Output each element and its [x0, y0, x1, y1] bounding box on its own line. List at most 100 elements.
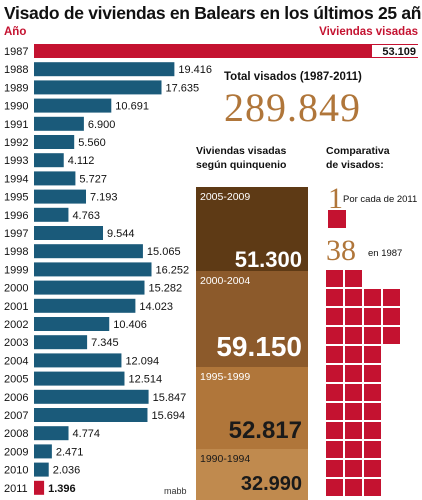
square-1987 [364, 479, 381, 496]
page-title: Visado de viviendas en Balears en los úl… [4, 3, 422, 23]
square-1987 [364, 403, 381, 420]
bar-1992 [34, 135, 75, 149]
year-label: 1992 [4, 137, 28, 149]
square-1987 [345, 441, 362, 458]
year-label: 1994 [4, 173, 28, 185]
value-label: 12.094 [125, 355, 159, 367]
quinquenio-block-2005: 2005-2009 51.300 [196, 187, 308, 277]
bar-2005 [34, 371, 125, 386]
square-1987 [326, 441, 343, 458]
square-1987 [345, 327, 362, 344]
year-label: 2009 [4, 446, 28, 458]
year-label: 1987 [4, 46, 28, 58]
value-label: 15.694 [151, 410, 185, 422]
value-label: 10.406 [113, 319, 147, 331]
square-1987 [326, 365, 343, 382]
square-1987 [383, 289, 400, 306]
square-1987 [364, 384, 381, 401]
square-1987 [326, 289, 343, 306]
quinquenio-title-line1: Viviendas visadas [196, 145, 287, 157]
square-1987 [345, 403, 362, 420]
quinquenio-title-line2: según quinquenio [196, 159, 287, 171]
bar-2010 [34, 462, 49, 477]
square-1987 [364, 346, 381, 363]
bar-1989 [34, 80, 162, 95]
square-1987 [345, 384, 362, 401]
value-label: 2.036 [53, 465, 81, 477]
year-label: 2005 [4, 374, 28, 386]
value-label: 19.416 [178, 64, 212, 76]
square-1987 [345, 308, 362, 325]
year-label: 1996 [4, 210, 28, 222]
year-label: 2004 [4, 355, 28, 367]
square-1987 [326, 422, 343, 439]
year-label: 1998 [4, 246, 28, 258]
value-label: 9.544 [107, 228, 135, 240]
value-label: 15.065 [147, 246, 181, 258]
value-label: 14.023 [139, 301, 173, 313]
value-label: 16.252 [156, 264, 190, 276]
year-header: Año [4, 26, 27, 38]
value-label: 4.774 [73, 428, 101, 440]
year-label: 1991 [4, 119, 28, 131]
quinquenio-value: 51.300 [234, 247, 302, 272]
quinquenio-range: 2000-2004 [200, 275, 251, 287]
bar-1988 [34, 62, 175, 77]
square-1987 [326, 308, 343, 325]
bar-2004 [34, 353, 122, 368]
bar-2007 [34, 408, 148, 422]
value-label: 12.514 [128, 374, 162, 386]
square-1987 [345, 365, 362, 382]
year-label: 1997 [4, 228, 28, 240]
value-label: 15.282 [148, 283, 182, 295]
bar-2011 [34, 480, 45, 495]
square-1987 [326, 460, 343, 477]
quinquenio-value: 52.817 [228, 417, 302, 444]
comparativa-big-number: 38 [326, 234, 356, 267]
square-1987 [326, 327, 343, 344]
bar-1991 [34, 116, 84, 131]
quinquenio-range: 1995-1999 [200, 371, 251, 383]
year-label: 1990 [4, 101, 28, 113]
comparativa-one-number: 1 [328, 182, 343, 215]
bar-1997 [34, 226, 104, 240]
value-label: 7.345 [91, 337, 119, 349]
square-1987 [326, 384, 343, 401]
comparativa-big-text: en 1987 [368, 248, 403, 259]
value-label: 7.193 [90, 192, 118, 204]
quinquenio-block-1990: 1990-1994 32.990 [196, 449, 308, 500]
year-label: 2007 [4, 410, 28, 422]
value-label: 17.635 [166, 82, 200, 94]
bar-1994 [34, 171, 76, 186]
bar-2003 [34, 335, 88, 350]
comparativa-title-line2: de visados: [326, 159, 384, 171]
year-label: 2003 [4, 337, 28, 349]
year-label: 2006 [4, 392, 28, 404]
year-label: 2002 [4, 319, 28, 331]
value-label: 15.847 [153, 392, 187, 404]
year-label: 1988 [4, 64, 28, 76]
square-1987 [383, 308, 400, 325]
square-1987 [345, 270, 362, 287]
quinquenio-block-1995: 1995-1999 52.817 [196, 367, 308, 449]
square-1987 [345, 346, 362, 363]
bar-1987 [34, 44, 418, 58]
quinquenio-title: Viviendas visadas según quinquenio [196, 144, 316, 172]
year-label: 1989 [4, 82, 28, 94]
year-label: 2011 [4, 483, 28, 495]
total-value: 289.849 [224, 85, 361, 130]
value-label-bg [372, 45, 418, 57]
value-label: 10.691 [115, 101, 149, 113]
year-label: 2008 [4, 428, 28, 440]
square-1987 [364, 308, 381, 325]
square-1987 [326, 403, 343, 420]
value-label: 5.560 [78, 137, 106, 149]
quinquenio-range: 1990-1994 [200, 453, 251, 465]
square-1987 [345, 422, 362, 439]
square-1987 [383, 327, 400, 344]
bar-2006 [34, 389, 149, 404]
bar-2001 [34, 298, 136, 313]
value-label: 5.727 [79, 173, 107, 185]
square-1987 [364, 460, 381, 477]
